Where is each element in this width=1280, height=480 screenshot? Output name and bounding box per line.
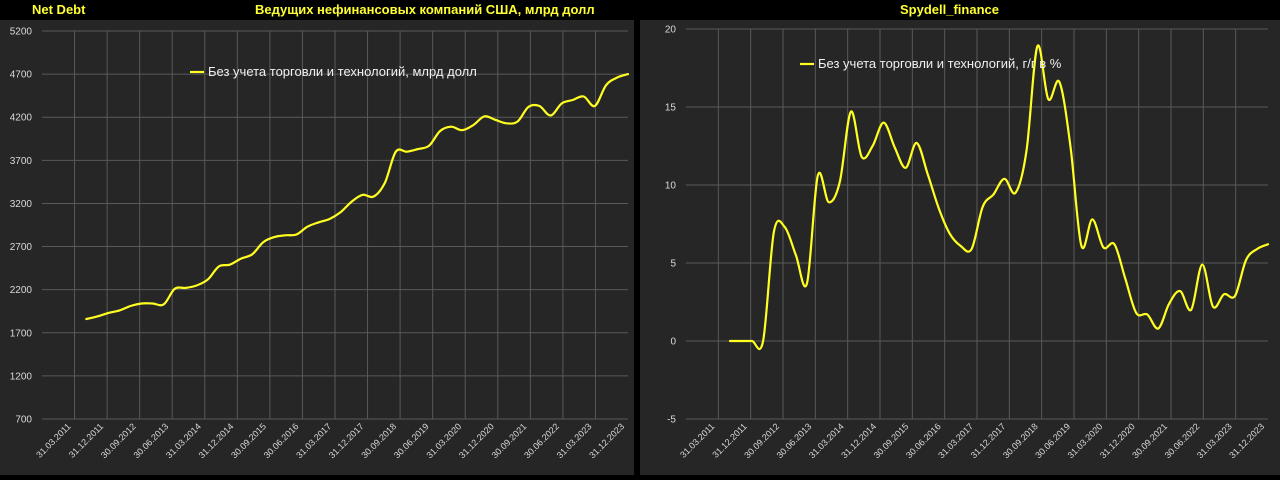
y-tick-label: 2200 xyxy=(10,285,33,296)
y-tick-label: 700 xyxy=(15,415,32,426)
y-tick-label: 4200 xyxy=(10,113,33,124)
yoy-growth-chart: -50510152031.03.201131.12.201130.09.2012… xyxy=(665,25,1270,460)
y-tick-label: 3200 xyxy=(10,199,33,210)
header-right-title: Spydell_finance xyxy=(900,2,999,17)
y-tick-label: 2700 xyxy=(10,242,33,253)
chart-panel-right: -5 0 5 10 15 20 31.03.2011 31.12.2011 30.09.2012… xyxy=(640,20,1280,475)
x-tick-label: 31.12.2023 xyxy=(1227,421,1266,460)
x-tick-label: 31.12.2023 xyxy=(587,421,626,460)
y-tick-label: -5 xyxy=(667,415,676,426)
y-tick-label: 15 xyxy=(665,103,677,114)
y-tick-label: 0 xyxy=(670,337,676,348)
legend-label: Без учета торговли и технологий, млрд до… xyxy=(208,64,477,79)
header-left-title: Ведущих нефинансовых компаний США, млрд … xyxy=(255,2,595,17)
header-left-label: Net Debt xyxy=(32,2,86,17)
y-tick-label: 5 xyxy=(670,259,676,270)
y-tick-label: 3700 xyxy=(10,156,33,167)
series-line xyxy=(728,44,1270,351)
legend-label: Без учета торговли и технологий, г/г в % xyxy=(818,56,1062,71)
y-tick-label: 20 xyxy=(665,25,677,36)
y-tick-label: 10 xyxy=(665,181,677,192)
series-line xyxy=(85,73,630,321)
y-tick-label: 4700 xyxy=(10,70,33,81)
y-tick-label: 1700 xyxy=(10,328,33,339)
chart-panel-left: 700 1200 1700 2200 2700 3200 3700 4200 4700 5200 3… xyxy=(0,20,634,475)
y-tick-label: 5200 xyxy=(10,27,33,38)
y-tick-label: 1200 xyxy=(10,371,33,382)
net-debt-chart: 700 1200 1700 2200 2700 3200 3700 4200 4700 5200 3… xyxy=(10,27,630,460)
